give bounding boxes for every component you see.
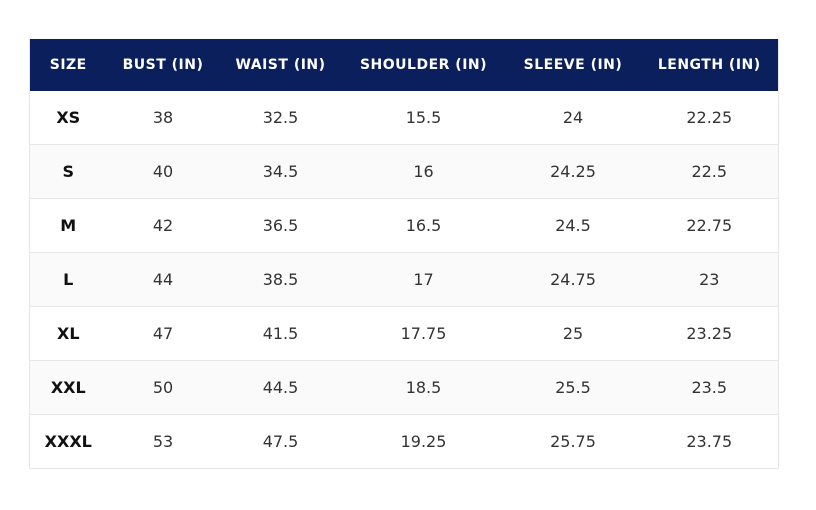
- value-cell: 18.5: [341, 360, 506, 415]
- table-row: M 42 36.5 16.5 24.5 22.75: [29, 198, 779, 253]
- value-cell: 16.5: [341, 198, 506, 253]
- size-cell: L: [29, 252, 107, 307]
- size-cell: XXXL: [29, 414, 107, 469]
- size-cell: XS: [29, 91, 107, 145]
- table-row: XL 47 41.5 17.75 25 23.25: [29, 306, 779, 361]
- value-cell: 17: [341, 252, 506, 307]
- value-cell: 15.5: [341, 91, 506, 145]
- header-cell: LENGTH (IN): [640, 39, 779, 91]
- value-cell: 42: [106, 198, 220, 253]
- table-row: XXL 50 44.5 18.5 25.5 23.5: [29, 360, 779, 415]
- value-cell: 23.5: [640, 360, 779, 415]
- header-cell: SIZE: [29, 39, 107, 91]
- value-cell: 23: [640, 252, 779, 307]
- header-row: SIZE BUST (IN) WAIST (IN) SHOULDER (IN) SLEE…: [29, 39, 779, 91]
- value-cell: 24.5: [505, 198, 641, 253]
- value-cell: 24: [505, 91, 641, 145]
- value-cell: 44: [106, 252, 220, 307]
- value-cell: 38.5: [219, 252, 342, 307]
- table-row: S 40 34.5 16 24.25 22.5: [29, 144, 779, 199]
- table-body: XS 38 32.5 15.5 24 22.25 S 40 34.5 16 24.25 22.5 M 42…: [29, 91, 779, 469]
- value-cell: 41.5: [219, 306, 342, 361]
- header-cell: SHOULDER (IN): [341, 39, 506, 91]
- value-cell: 36.5: [219, 198, 342, 253]
- value-cell: 23.25: [640, 306, 779, 361]
- value-cell: 50: [106, 360, 220, 415]
- value-cell: 25.75: [505, 414, 641, 469]
- size-cell: S: [29, 144, 107, 199]
- value-cell: 44.5: [219, 360, 342, 415]
- value-cell: 19.25: [341, 414, 506, 469]
- table-row: XS 38 32.5 15.5 24 22.25: [29, 91, 779, 145]
- size-cell: XXL: [29, 360, 107, 415]
- value-cell: 22.75: [640, 198, 779, 253]
- value-cell: 23.75: [640, 414, 779, 469]
- header-cell: WAIST (IN): [219, 39, 342, 91]
- value-cell: 25: [505, 306, 641, 361]
- table-row: XXXL 53 47.5 19.25 25.75 23.75: [29, 414, 779, 469]
- value-cell: 32.5: [219, 91, 342, 145]
- value-cell: 38: [106, 91, 220, 145]
- header-cell: SLEEVE (IN): [505, 39, 641, 91]
- value-cell: 24.75: [505, 252, 641, 307]
- size-chart: SIZE BUST (IN) WAIST (IN) SHOULDER (IN) SLEE…: [29, 39, 779, 469]
- value-cell: 40: [106, 144, 220, 199]
- value-cell: 22.5: [640, 144, 779, 199]
- size-cell: M: [29, 198, 107, 253]
- value-cell: 24.25: [505, 144, 641, 199]
- size-cell: XL: [29, 306, 107, 361]
- value-cell: 22.25: [640, 91, 779, 145]
- value-cell: 47: [106, 306, 220, 361]
- value-cell: 47.5: [219, 414, 342, 469]
- header-cell: BUST (IN): [106, 39, 220, 91]
- value-cell: 16: [341, 144, 506, 199]
- value-cell: 53: [106, 414, 220, 469]
- table-row: L 44 38.5 17 24.75 23: [29, 252, 779, 307]
- value-cell: 17.75: [341, 306, 506, 361]
- value-cell: 25.5: [505, 360, 641, 415]
- value-cell: 34.5: [219, 144, 342, 199]
